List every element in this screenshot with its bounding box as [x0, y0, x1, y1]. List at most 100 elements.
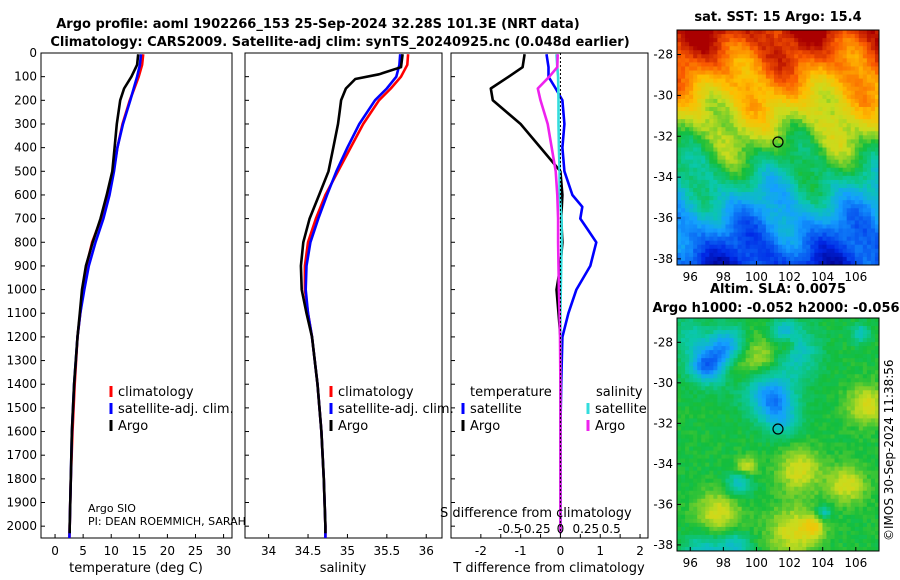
- map-cell: [782, 366, 787, 371]
- map-cell: [826, 151, 832, 157]
- map-cell: [782, 240, 787, 246]
- map-cell: [757, 458, 763, 464]
- map-cell: [834, 175, 840, 181]
- map-cell: [778, 119, 783, 124]
- map-cell: [810, 446, 815, 452]
- map-cell: [782, 38, 787, 43]
- map-cell: [834, 143, 840, 149]
- map-cell: [753, 342, 759, 347]
- map-cell: [697, 370, 702, 375]
- map-cell: [749, 66, 755, 72]
- map-cell: [838, 232, 844, 238]
- map-cell: [794, 322, 799, 327]
- map-cell: [749, 378, 755, 383]
- map-cell: [838, 326, 844, 331]
- map-cell: [778, 354, 783, 359]
- map-cell: [729, 386, 735, 391]
- map-cell: [693, 70, 698, 76]
- map-cell: [769, 208, 775, 213]
- map-cell: [794, 406, 799, 411]
- map-cell: [769, 42, 775, 47]
- map-cell: [721, 458, 727, 464]
- difference-axis-ticks: -2 -1 0 1 2: [475, 534, 644, 558]
- map-cell: [794, 366, 799, 371]
- map-cell: [778, 62, 783, 68]
- map-cell: [858, 422, 864, 428]
- map-cell: [778, 58, 783, 64]
- map-cell: [802, 406, 807, 411]
- map-cell: [753, 58, 759, 64]
- map-cell: [693, 438, 698, 444]
- map-cell: [749, 74, 755, 80]
- map-cell: [761, 175, 767, 181]
- map-cell: [794, 106, 799, 112]
- map-cell: [725, 354, 731, 359]
- map-cell: [733, 374, 739, 379]
- map-cell: [737, 147, 743, 153]
- map-cell: [769, 338, 775, 343]
- map-cell: [765, 358, 771, 363]
- map-cell: [814, 406, 819, 411]
- map-cell: [693, 338, 698, 343]
- map-cell: [822, 402, 828, 407]
- map-cell: [733, 46, 739, 51]
- map-cell: [810, 422, 815, 428]
- map-cell: [822, 188, 828, 193]
- map-cell: [765, 82, 771, 88]
- map-cell: [874, 119, 879, 124]
- map-cell: [826, 414, 832, 420]
- map-cell: [693, 167, 698, 173]
- map-cell: [713, 256, 718, 262]
- map-cell: [798, 318, 803, 323]
- map-cell: [697, 188, 702, 193]
- map-cell: [761, 98, 767, 104]
- map-cell: [709, 378, 714, 383]
- map-cell: [693, 159, 698, 165]
- map-cell: [761, 252, 767, 258]
- map-cell: [693, 115, 698, 120]
- map-cell: [737, 188, 743, 193]
- map-cell: [850, 240, 856, 246]
- map-cell: [810, 131, 815, 136]
- map-cell: [806, 220, 811, 226]
- map-cell: [870, 322, 876, 327]
- map-cell: [681, 106, 686, 112]
- map-cell: [721, 366, 727, 371]
- map-cell: [782, 426, 787, 432]
- map-cell: [737, 155, 743, 161]
- map-cell: [761, 232, 767, 238]
- map-cell: [790, 240, 795, 246]
- map-cell: [733, 208, 739, 213]
- map-cell: [870, 98, 876, 104]
- map-cell: [721, 38, 727, 43]
- map-cell: [729, 58, 735, 64]
- map-cell: [834, 462, 840, 468]
- map-cell: [705, 224, 710, 230]
- map-cell: [701, 378, 706, 383]
- map-cell: [769, 119, 775, 124]
- map-cell: [846, 58, 852, 64]
- map-cell: [830, 374, 836, 379]
- map-cell: [854, 171, 860, 177]
- map-cell: [870, 438, 876, 444]
- map-cell: [798, 358, 803, 363]
- map-cell: [842, 30, 848, 35]
- map-cell: [806, 458, 811, 464]
- map-cell: [846, 50, 852, 55]
- map-cell: [765, 106, 771, 112]
- map-cell: [721, 346, 727, 351]
- map-cell: [681, 175, 686, 181]
- map-cell: [753, 167, 759, 173]
- map-cell: [862, 208, 868, 213]
- map-cell: [709, 442, 714, 448]
- map-cell: [689, 74, 694, 80]
- map-cell: [818, 434, 824, 440]
- map-cell: [733, 378, 739, 383]
- map-cell: [737, 410, 743, 416]
- map-cell: [854, 208, 860, 213]
- map-cell: [769, 183, 775, 189]
- map-cell: [858, 426, 864, 432]
- map-cell: [838, 42, 844, 47]
- map-cell: [842, 330, 848, 335]
- map-cell: [858, 228, 864, 234]
